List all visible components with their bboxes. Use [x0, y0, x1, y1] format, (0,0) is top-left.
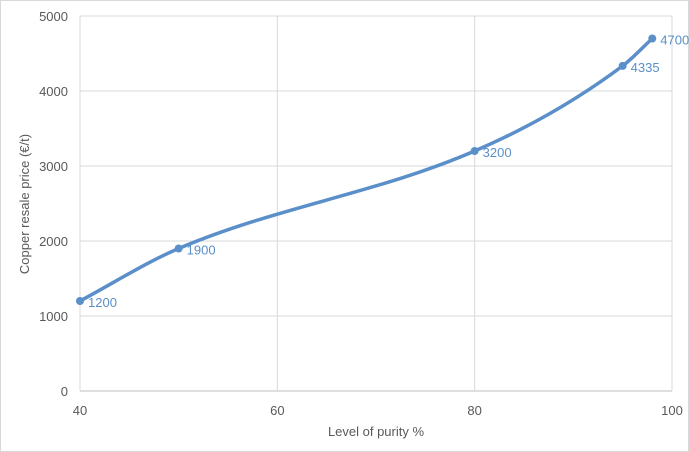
data-label: 1900: [187, 243, 216, 258]
data-label: 3200: [483, 145, 512, 160]
y-tick-label: 5000: [39, 9, 68, 24]
y-tick-label: 4000: [39, 84, 68, 99]
y-tick-label: 0: [61, 384, 68, 399]
y-tick-label: 3000: [39, 159, 68, 174]
tick-labels: 0 1000 2000 3000 4000 5000 40 60 80 100: [39, 9, 683, 418]
data-point-marker: [76, 297, 84, 305]
x-tick-label: 80: [467, 403, 481, 418]
data-point-marker: [174, 244, 183, 253]
x-tick-label: 60: [270, 403, 284, 418]
gridlines: [79, 15, 673, 392]
data-label: 4700: [660, 33, 689, 48]
x-tick-label: 40: [73, 403, 87, 418]
y-axis-title: Copper resale price (€/t): [17, 134, 32, 274]
y-tick-label: 1000: [39, 309, 68, 324]
y-tick-label: 2000: [39, 234, 68, 249]
x-tick-label: 100: [661, 403, 683, 418]
data-point-marker: [470, 147, 479, 155]
data-label: 1200: [88, 295, 117, 310]
data-point-marker: [618, 61, 627, 70]
x-axis-title: Level of purity %: [328, 424, 425, 439]
data-point-marker: [648, 34, 657, 43]
series-line: [78, 36, 655, 303]
data-label: 4335: [631, 60, 660, 75]
